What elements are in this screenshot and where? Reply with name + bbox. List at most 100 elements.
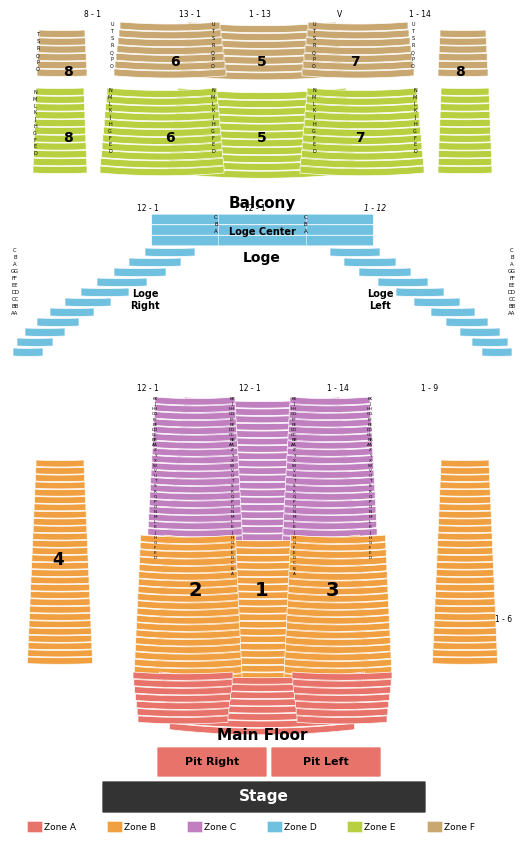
Polygon shape <box>138 601 238 609</box>
Polygon shape <box>303 135 421 144</box>
Text: 4: 4 <box>52 551 64 569</box>
FancyBboxPatch shape <box>152 214 218 224</box>
Polygon shape <box>35 474 85 482</box>
Polygon shape <box>168 529 356 541</box>
Polygon shape <box>289 419 371 427</box>
Polygon shape <box>288 426 372 434</box>
Polygon shape <box>289 411 371 420</box>
Polygon shape <box>156 644 368 657</box>
Polygon shape <box>34 504 86 511</box>
Polygon shape <box>164 542 360 555</box>
Polygon shape <box>134 674 242 683</box>
Polygon shape <box>136 630 240 638</box>
Polygon shape <box>284 507 376 515</box>
Polygon shape <box>116 54 224 62</box>
Text: KK
JJ
HH
GG
FF
EE
DD
CC
BB
AA
Z
Y
X
W
V
U
T
S
R
Q
P
O
N
M
L
K
J
H
G
F
E
D
C
B
A: KK JJ HH GG FF EE DD CC BB AA Z Y X W V … <box>291 397 297 575</box>
Polygon shape <box>437 562 493 570</box>
Polygon shape <box>157 638 367 650</box>
Polygon shape <box>438 533 492 540</box>
Polygon shape <box>178 88 346 99</box>
Polygon shape <box>102 143 222 152</box>
Polygon shape <box>288 593 388 602</box>
Polygon shape <box>289 571 387 581</box>
Polygon shape <box>181 426 343 438</box>
Polygon shape <box>174 478 350 489</box>
Polygon shape <box>30 606 90 613</box>
Polygon shape <box>306 104 418 113</box>
Polygon shape <box>161 586 363 598</box>
Polygon shape <box>164 535 360 547</box>
Text: KK
JJ
HH
GG
FF
EE
DD
CC
BB
AA
Z
Y
X
W
V
U
T
S
R
Q
P
O
N
M
L
K
J
H
G
F
E
D
C
B
A: KK JJ HH GG FF EE DD CC BB AA Z Y X W V … <box>229 397 235 575</box>
Polygon shape <box>359 268 411 276</box>
Polygon shape <box>187 30 337 41</box>
Polygon shape <box>34 150 87 158</box>
Text: Loge
Right: Loge Right <box>130 289 160 311</box>
Polygon shape <box>437 555 493 562</box>
Polygon shape <box>182 61 342 72</box>
FancyBboxPatch shape <box>271 747 381 777</box>
Polygon shape <box>105 111 219 121</box>
Polygon shape <box>168 166 356 178</box>
Text: 8: 8 <box>63 131 73 145</box>
Polygon shape <box>135 652 241 660</box>
Polygon shape <box>288 579 387 587</box>
Polygon shape <box>288 434 372 442</box>
Polygon shape <box>29 614 91 620</box>
Text: V: V <box>338 9 343 19</box>
Polygon shape <box>129 258 181 267</box>
Polygon shape <box>472 338 508 346</box>
Polygon shape <box>290 535 385 544</box>
Polygon shape <box>163 557 361 570</box>
Text: U
T
S
R
Q
P
O: U T S R Q P O <box>110 22 114 69</box>
Polygon shape <box>32 562 88 570</box>
Polygon shape <box>154 674 370 687</box>
FancyBboxPatch shape <box>348 821 362 832</box>
Text: C
B
A: C B A <box>214 215 218 234</box>
Polygon shape <box>173 127 351 139</box>
Polygon shape <box>287 601 388 609</box>
Polygon shape <box>27 657 92 664</box>
Polygon shape <box>177 456 347 467</box>
Polygon shape <box>435 598 495 606</box>
FancyBboxPatch shape <box>307 235 373 246</box>
Polygon shape <box>439 37 486 45</box>
Polygon shape <box>446 318 488 326</box>
Polygon shape <box>135 644 240 654</box>
Polygon shape <box>115 61 225 71</box>
Polygon shape <box>134 679 232 688</box>
Polygon shape <box>183 54 341 64</box>
Polygon shape <box>136 701 229 710</box>
Text: 2: 2 <box>188 581 202 599</box>
Polygon shape <box>438 525 492 533</box>
Polygon shape <box>436 570 494 576</box>
Polygon shape <box>439 46 487 53</box>
Text: Stage: Stage <box>239 790 289 804</box>
Polygon shape <box>286 478 374 485</box>
Polygon shape <box>39 37 86 45</box>
FancyBboxPatch shape <box>152 235 218 246</box>
Polygon shape <box>138 593 238 602</box>
Polygon shape <box>36 88 84 95</box>
Text: 3: 3 <box>326 581 339 599</box>
Polygon shape <box>292 672 392 680</box>
Polygon shape <box>32 570 89 576</box>
Polygon shape <box>307 30 409 39</box>
Text: 12 - 1: 12 - 1 <box>137 203 159 212</box>
Polygon shape <box>172 135 352 147</box>
Polygon shape <box>148 521 242 530</box>
Polygon shape <box>170 723 354 734</box>
Polygon shape <box>177 96 347 108</box>
Polygon shape <box>119 30 221 39</box>
Polygon shape <box>25 328 65 337</box>
Polygon shape <box>290 397 370 405</box>
Polygon shape <box>154 419 236 427</box>
Text: N
M
L
K
J
H
G
F
E
D: N M L K J H G F E D <box>108 88 112 154</box>
Text: 8: 8 <box>455 65 465 79</box>
Polygon shape <box>176 104 348 116</box>
Text: Zone D: Zone D <box>284 823 317 831</box>
Polygon shape <box>439 143 491 150</box>
Polygon shape <box>103 127 220 137</box>
Polygon shape <box>439 511 491 518</box>
Polygon shape <box>308 22 408 31</box>
Polygon shape <box>107 88 217 98</box>
